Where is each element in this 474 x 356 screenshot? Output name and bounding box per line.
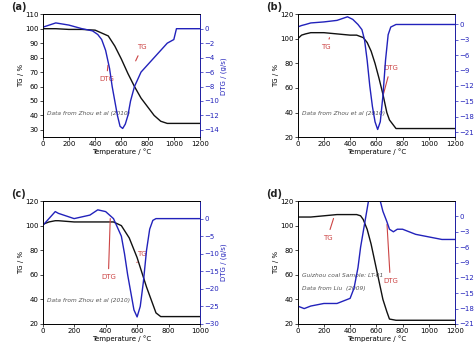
Y-axis label: DTG / (g/s): DTG / (g/s) <box>220 57 227 94</box>
Text: Data from Zhou et al (2010): Data from Zhou et al (2010) <box>47 111 130 116</box>
Text: TG: TG <box>137 251 147 263</box>
Text: Data from Liu  (2009): Data from Liu (2009) <box>302 286 366 290</box>
Text: Guizhou coal Sample: LT-01: Guizhou coal Sample: LT-01 <box>302 273 383 278</box>
Text: (d): (d) <box>266 189 282 199</box>
Y-axis label: TG / %: TG / % <box>18 64 24 87</box>
Text: Data from Zhou et al (2010): Data from Zhou et al (2010) <box>302 111 385 116</box>
Text: Data from Zhou et al (2010): Data from Zhou et al (2010) <box>47 298 130 303</box>
X-axis label: Temperature / °C: Temperature / °C <box>347 149 406 156</box>
Y-axis label: TG / %: TG / % <box>273 64 279 87</box>
Text: TG: TG <box>136 44 147 61</box>
Text: DTG: DTG <box>383 65 398 94</box>
Text: TG: TG <box>321 38 331 51</box>
Text: (b): (b) <box>266 2 283 12</box>
Text: DTG: DTG <box>101 219 116 280</box>
Y-axis label: TG / %: TG / % <box>273 251 279 274</box>
Text: (a): (a) <box>11 2 27 12</box>
X-axis label: Temperature / °C: Temperature / °C <box>92 335 151 342</box>
Text: DTG: DTG <box>383 224 398 284</box>
Text: TG: TG <box>323 219 334 241</box>
Y-axis label: TG / %: TG / % <box>18 251 24 274</box>
X-axis label: Temperature / °C: Temperature / °C <box>92 149 151 156</box>
Text: DTG: DTG <box>99 65 114 82</box>
X-axis label: Temperature / °C: Temperature / °C <box>347 335 406 342</box>
Text: (c): (c) <box>11 189 26 199</box>
Y-axis label: DTG / (g/s): DTG / (g/s) <box>220 244 227 281</box>
